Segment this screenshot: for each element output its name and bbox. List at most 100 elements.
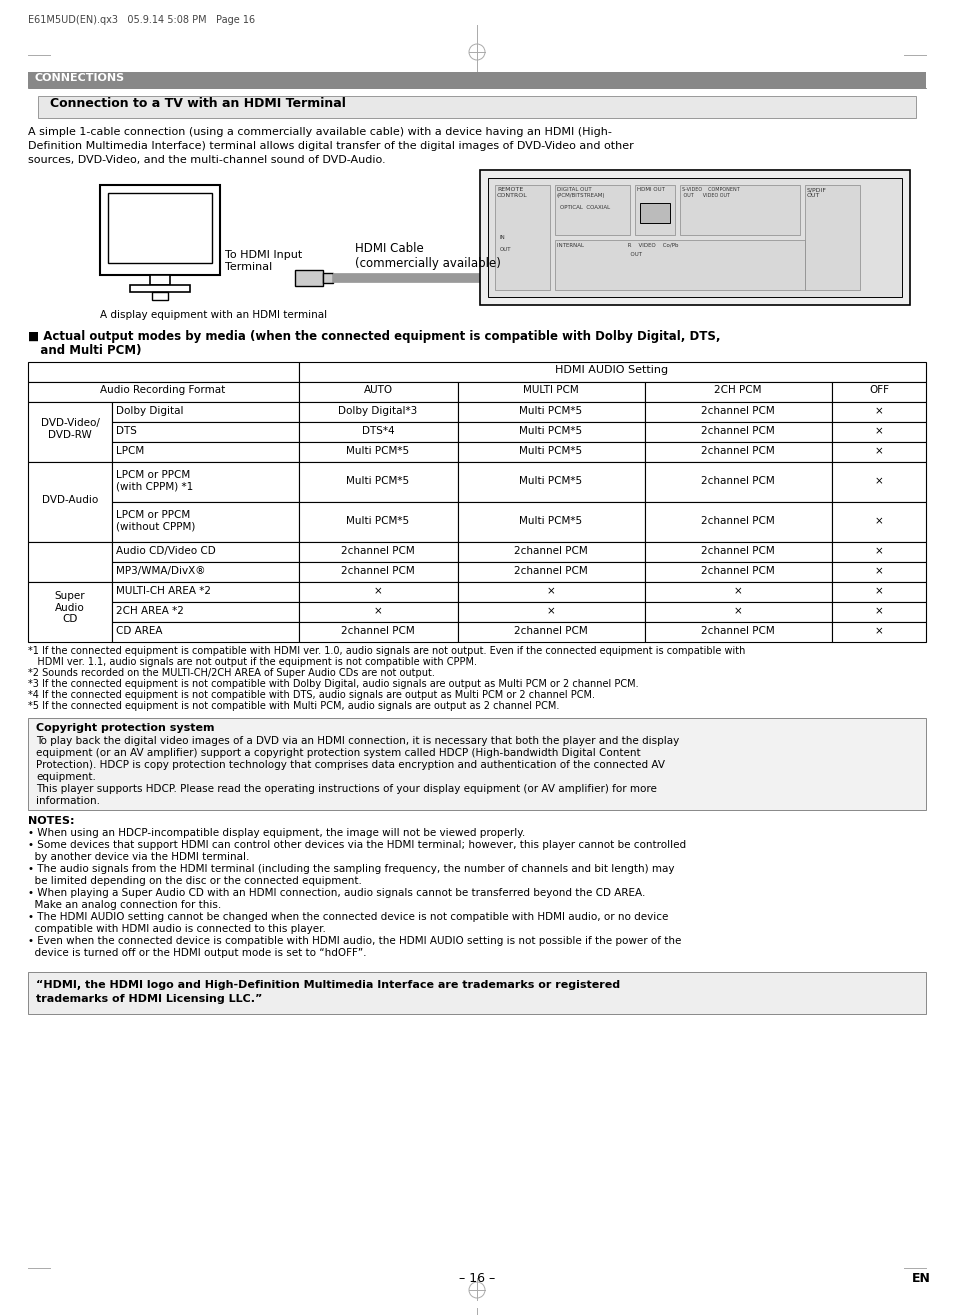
Bar <box>831 381 925 402</box>
Bar <box>644 602 831 622</box>
Text: Copyright protection system: Copyright protection system <box>36 723 214 732</box>
Circle shape <box>647 268 661 281</box>
Bar <box>298 502 457 542</box>
Text: ×: × <box>874 606 882 615</box>
Bar <box>457 502 644 542</box>
Text: “HDMI, the HDMI logo and High-Definition Multimedia Interface are trademarks or : “HDMI, the HDMI logo and High-Definition… <box>36 980 619 990</box>
Text: 2channel PCM: 2channel PCM <box>700 546 774 556</box>
Bar <box>112 622 298 642</box>
Text: ×: × <box>874 406 882 416</box>
Text: DIGITAL OUT
(PCM/BITSTREAM): DIGITAL OUT (PCM/BITSTREAM) <box>557 187 605 197</box>
Text: DTS: DTS <box>116 426 136 437</box>
Text: DTS*4: DTS*4 <box>361 426 394 437</box>
Circle shape <box>561 214 578 231</box>
Text: ×: × <box>546 606 555 615</box>
Bar <box>28 718 925 810</box>
Bar <box>831 542 925 562</box>
Text: *4 If the connected equipment is not compatible with DTS, audio signals are outp: *4 If the connected equipment is not com… <box>28 690 595 700</box>
Text: LPCM: LPCM <box>116 446 144 456</box>
Text: ×: × <box>874 586 882 596</box>
Text: • Some devices that support HDMI can control other devices via the HDMI terminal: • Some devices that support HDMI can con… <box>28 840 685 849</box>
Text: MULTI-CH AREA *2: MULTI-CH AREA *2 <box>116 586 211 596</box>
Bar <box>112 562 298 583</box>
Text: ×: × <box>374 606 382 615</box>
Text: ×: × <box>874 446 882 456</box>
Bar <box>298 622 457 642</box>
Text: sources, DVD-Video, and the multi-channel sound of DVD-Audio.: sources, DVD-Video, and the multi-channe… <box>28 155 385 164</box>
Bar <box>457 562 644 583</box>
Text: *1 If the connected equipment is compatible with HDMI ver. 1.0, audio signals ar: *1 If the connected equipment is compati… <box>28 646 744 656</box>
Circle shape <box>778 213 791 227</box>
Text: compatible with HDMI audio is connected to this player.: compatible with HDMI audio is connected … <box>28 924 326 934</box>
Text: • When using an HDCP-incompatible display equipment, the image will not be viewe: • When using an HDCP-incompatible displa… <box>28 828 525 838</box>
Bar <box>635 185 675 235</box>
Text: DVD-Audio: DVD-Audio <box>42 494 98 505</box>
Text: trademarks of HDMI Licensing LLC.”: trademarks of HDMI Licensing LLC.” <box>36 994 262 1003</box>
Bar <box>28 542 112 583</box>
Bar <box>457 381 644 402</box>
Bar <box>479 170 909 305</box>
Bar <box>831 502 925 542</box>
Text: equipment.: equipment. <box>36 772 95 782</box>
Text: OUT: OUT <box>557 252 641 256</box>
Bar <box>831 422 925 442</box>
Text: OUT: OUT <box>499 247 511 252</box>
Circle shape <box>607 268 621 281</box>
Text: 2channel PCM: 2channel PCM <box>341 626 415 636</box>
Text: *2 Sounds recorded on the MULTI-CH/2CH AREA of Super Audio CDs are not output.: *2 Sounds recorded on the MULTI-CH/2CH A… <box>28 668 435 679</box>
Bar <box>112 583 298 602</box>
Bar <box>679 185 800 235</box>
Circle shape <box>755 213 769 227</box>
Bar <box>831 562 925 583</box>
Bar <box>644 583 831 602</box>
Bar <box>457 542 644 562</box>
Bar <box>644 502 831 542</box>
Text: Audio CD/Video CD: Audio CD/Video CD <box>116 546 215 556</box>
Text: A simple 1-cable connection (using a commercially available cable) with a device: A simple 1-cable connection (using a com… <box>28 128 611 137</box>
Bar <box>644 622 831 642</box>
Bar <box>28 362 298 381</box>
Bar <box>555 241 804 291</box>
Text: device is turned off or the HDMI output mode is set to “hdOFF”.: device is turned off or the HDMI output … <box>28 948 366 959</box>
Text: S/PDIF
OUT: S/PDIF OUT <box>806 187 826 197</box>
Bar <box>298 442 457 462</box>
Bar <box>644 381 831 402</box>
Bar <box>457 462 644 502</box>
Text: ×: × <box>733 586 741 596</box>
Bar <box>644 562 831 583</box>
Bar <box>831 602 925 622</box>
Bar <box>644 542 831 562</box>
Bar <box>150 275 170 285</box>
Circle shape <box>730 213 744 227</box>
Text: Multi PCM*5: Multi PCM*5 <box>518 476 582 487</box>
Text: ×: × <box>874 546 882 556</box>
Text: 2channel PCM: 2channel PCM <box>700 565 774 576</box>
Text: ×: × <box>874 626 882 636</box>
Text: 2channel PCM: 2channel PCM <box>700 626 774 636</box>
Text: Multi PCM*5: Multi PCM*5 <box>346 446 409 456</box>
Text: CONNECTIONS: CONNECTIONS <box>35 74 125 83</box>
Text: HDMI OUT: HDMI OUT <box>637 187 664 192</box>
Text: LPCM or PPCM
(with CPPM) *1: LPCM or PPCM (with CPPM) *1 <box>116 469 193 492</box>
Text: equipment (or an AV amplifier) support a copyright protection system called HDCP: equipment (or an AV amplifier) support a… <box>36 748 640 757</box>
Text: Multi PCM*5: Multi PCM*5 <box>518 515 582 526</box>
Text: 2channel PCM: 2channel PCM <box>514 626 587 636</box>
Bar <box>108 193 212 263</box>
Bar <box>488 178 901 297</box>
Bar <box>294 270 323 285</box>
Text: Dolby Digital: Dolby Digital <box>116 406 183 416</box>
Text: • When playing a Super Audio CD with an HDMI connection, audio signals cannot be: • When playing a Super Audio CD with an … <box>28 888 644 898</box>
Bar <box>28 72 925 88</box>
Bar <box>112 462 298 502</box>
Bar <box>644 402 831 422</box>
Text: IN: IN <box>499 235 505 241</box>
Bar <box>38 96 915 118</box>
Text: AUTO: AUTO <box>363 385 392 394</box>
Text: E61M5UD(EN).qx3   05.9.14 5:08 PM   Page 16: E61M5UD(EN).qx3 05.9.14 5:08 PM Page 16 <box>28 14 254 25</box>
Text: Multi PCM*5: Multi PCM*5 <box>346 476 409 487</box>
Bar <box>831 462 925 502</box>
Bar <box>298 462 457 502</box>
Text: NOTES:: NOTES: <box>28 817 74 826</box>
Bar <box>831 402 925 422</box>
Text: ×: × <box>874 426 882 437</box>
